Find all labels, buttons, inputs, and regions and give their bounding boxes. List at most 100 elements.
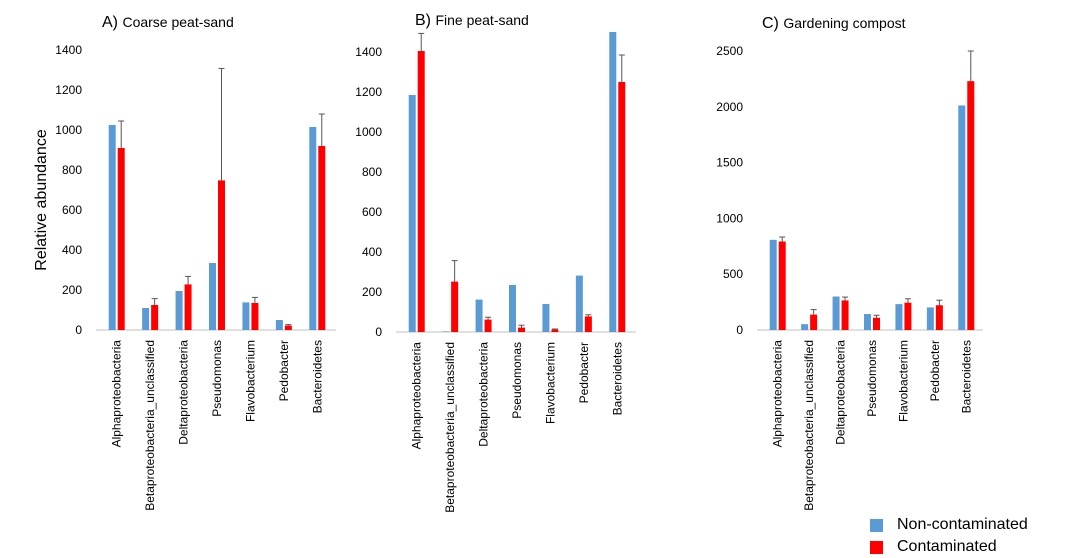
x-tick-label: Flavobacterium (243, 340, 257, 422)
bar-non-contaminated-pseudomonas (209, 263, 216, 330)
panel-title: Gardening compost (783, 15, 905, 31)
y-tick-label: 500 (723, 267, 743, 281)
bar-contaminated-betaproteobacteria-unclassified (810, 314, 818, 330)
x-tick-label: Bacteroidetes (959, 340, 973, 413)
y-tick-label: 1000 (716, 211, 743, 225)
bar-non-contaminated-bacteroidetes (609, 32, 617, 332)
bar-contaminated-alphaproteobacteria (117, 148, 125, 330)
bar-non-contaminated-betaproteobacteria-unclassified (801, 324, 809, 330)
bar-non-contaminated-pseudomonas (864, 314, 871, 330)
bar-contaminated-pseudomonas (873, 317, 880, 330)
bar-non-contaminated-pedobacter (926, 307, 934, 330)
panel-label: B) (415, 12, 435, 29)
legend: Non-contaminated Contaminated (870, 514, 1028, 558)
bar-non-contaminated-betaproteobacteria-unclassified (442, 331, 450, 332)
bar-non-contaminated-alphaproteobacteria (408, 95, 416, 332)
bar-contaminated-pedobacter (284, 325, 292, 330)
y-tick-label: 1000 (355, 125, 382, 139)
chart-title: A) Coarse peat-sand (102, 14, 234, 31)
y-tick-label: 600 (62, 203, 82, 217)
bar-contaminated-flavobacterium (904, 302, 912, 330)
y-tick-label: 400 (362, 245, 382, 259)
x-tick-label: Betaproteobacteria_unclassified (802, 340, 816, 511)
bar-contaminated-bacteroidetes (318, 146, 326, 330)
bar-contaminated-betaproteobacteria-unclassified (451, 281, 459, 332)
bar-non-contaminated-flavobacterium (895, 304, 903, 330)
legend-swatch-contaminated (870, 540, 883, 554)
bar-contaminated-bacteroidetes (967, 81, 975, 330)
x-tick-label: Pedobacter (277, 340, 291, 401)
bar-contaminated-bacteroidetes (618, 82, 626, 332)
chart-title: B) Fine peat-sand (415, 12, 529, 29)
y-tick-label: 1500 (716, 156, 743, 170)
y-tick-label: 1400 (55, 43, 82, 57)
panel-coarse-peat-sand: A) Coarse peat-sand 0 200 400 600 800 1000 1200… (55, 14, 336, 511)
bar-contaminated-deltaproteobacteria (484, 319, 492, 332)
x-tick-label: Pseudomonas (510, 342, 524, 419)
bar-contaminated-pseudomonas (218, 180, 225, 330)
x-tick-label: Pseudomonas (210, 340, 224, 417)
bar-non-contaminated-pseudomonas (509, 285, 516, 332)
x-tick-label: Flavobacterium (896, 340, 910, 422)
y-tick-label: 2500 (716, 44, 743, 58)
bar-contaminated-pedobacter (935, 305, 943, 330)
x-tick-label: Flavobacterium (543, 342, 557, 424)
x-tick-label: Deltaproteobacteria (834, 340, 848, 445)
x-tick-label: Deltaproteobacteria (177, 340, 191, 445)
x-tick-label: Alphaproteobacteria (410, 342, 424, 450)
y-tick-label: 1000 (55, 123, 82, 137)
bar-contaminated-deltaproteobacteria (184, 284, 192, 330)
y-tick-label: 200 (62, 283, 82, 297)
y-tick-label: 0 (75, 323, 82, 337)
figure-y-axis-label: Relative abundance (33, 129, 50, 271)
bar-contaminated-alphaproteobacteria (778, 241, 786, 330)
y-tick-label: 400 (62, 243, 82, 257)
bar-non-contaminated-alphaproteobacteria (108, 125, 116, 330)
panel-fine-peat-sand: B) Fine peat-sand 0 200 400 600 800 1000 1200 14… (355, 12, 636, 513)
y-tick-label: 1200 (355, 85, 382, 99)
bar-non-contaminated-deltaproteobacteria (475, 299, 483, 332)
chart-title: C) Gardening compost (762, 15, 906, 32)
x-tick-label: Alphaproteobacteria (110, 340, 124, 448)
y-tick-label: 800 (362, 165, 382, 179)
bar-non-contaminated-deltaproteobacteria (175, 291, 183, 330)
bar-non-contaminated-betaproteobacteria-unclassified (142, 308, 150, 330)
y-tick-label: 0 (375, 325, 382, 339)
panel-gardening-compost: C) Gardening compost 0 500 1000 1500 2000 2500… (716, 15, 983, 511)
x-tick-label: Alphaproteobacteria (771, 340, 785, 448)
bar-contaminated-pedobacter (584, 316, 592, 332)
x-tick-label: Pedobacter (928, 340, 942, 401)
panel-label: A) (102, 14, 122, 31)
x-tick-label: Pseudomonas (865, 340, 879, 417)
y-tick-label: 1400 (355, 45, 382, 59)
bar-non-contaminated-bacteroidetes (309, 127, 317, 330)
x-tick-label: Betaproteobacteria_unclassified (443, 342, 457, 513)
bar-contaminated-deltaproteobacteria (841, 300, 849, 330)
y-tick-label: 200 (362, 285, 382, 299)
x-tick-label: Betaproteobacteria_unclassified (143, 340, 157, 511)
bar-non-contaminated-deltaproteobacteria (832, 296, 840, 330)
x-tick-label: Deltaproteobacteria (477, 342, 491, 447)
panel-title: Fine peat-sand (435, 12, 528, 28)
bar-non-contaminated-alphaproteobacteria (769, 239, 777, 330)
bar-non-contaminated-pedobacter (575, 275, 583, 332)
y-tick-label: 0 (736, 323, 743, 337)
legend-label-non-contaminated: Non-contaminated (897, 516, 1028, 533)
bar-non-contaminated-flavobacterium (242, 302, 250, 330)
legend-swatch-non-contaminated (870, 518, 883, 532)
bar-non-contaminated-bacteroidetes (958, 105, 966, 330)
legend-label-contaminated: Contaminated (897, 538, 997, 555)
panel-title: Coarse peat-sand (122, 14, 233, 30)
x-tick-label: Bacteroidetes (310, 340, 324, 413)
x-tick-label: Bacteroidetes (610, 342, 624, 415)
legend-item-non-contaminated: Non-contaminated (870, 514, 1028, 536)
y-tick-label: 2000 (716, 100, 743, 114)
bar-contaminated-alphaproteobacteria (417, 51, 425, 332)
bar-contaminated-flavobacterium (251, 303, 259, 330)
bar-non-contaminated-flavobacterium (542, 304, 550, 332)
bar-contaminated-pseudomonas (518, 327, 525, 332)
y-tick-label: 1200 (55, 83, 82, 97)
panel-label: C) (762, 15, 783, 32)
y-tick-label: 600 (362, 205, 382, 219)
